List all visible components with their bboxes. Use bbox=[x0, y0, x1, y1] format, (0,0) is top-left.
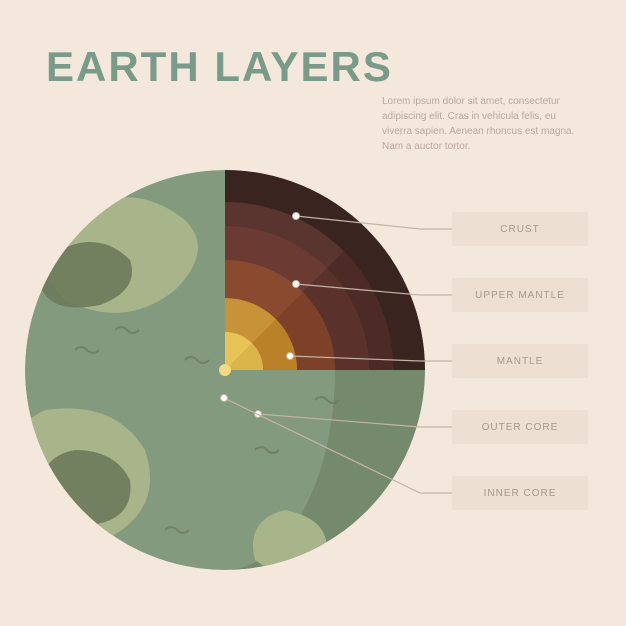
label-upper_mantle: UPPER MANTLE bbox=[452, 278, 588, 312]
infographic-canvas: EARTH LAYERS Lorem ipsum dolor sit amet,… bbox=[0, 0, 626, 626]
label-mantle: MANTLE bbox=[452, 344, 588, 378]
label-outer_core: OUTER CORE bbox=[452, 410, 588, 444]
label-crust: CRUST bbox=[452, 212, 588, 246]
dot-upper_mantle bbox=[293, 281, 300, 288]
description-text: Lorem ipsum dolor sit amet, consectetur … bbox=[382, 94, 582, 154]
dot-mantle bbox=[287, 353, 294, 360]
dot-inner_core bbox=[221, 395, 228, 402]
page-title: EARTH LAYERS bbox=[46, 46, 393, 88]
label-inner_core: INNER CORE bbox=[452, 476, 588, 510]
dot-crust bbox=[293, 213, 300, 220]
cutaway bbox=[219, 170, 425, 376]
